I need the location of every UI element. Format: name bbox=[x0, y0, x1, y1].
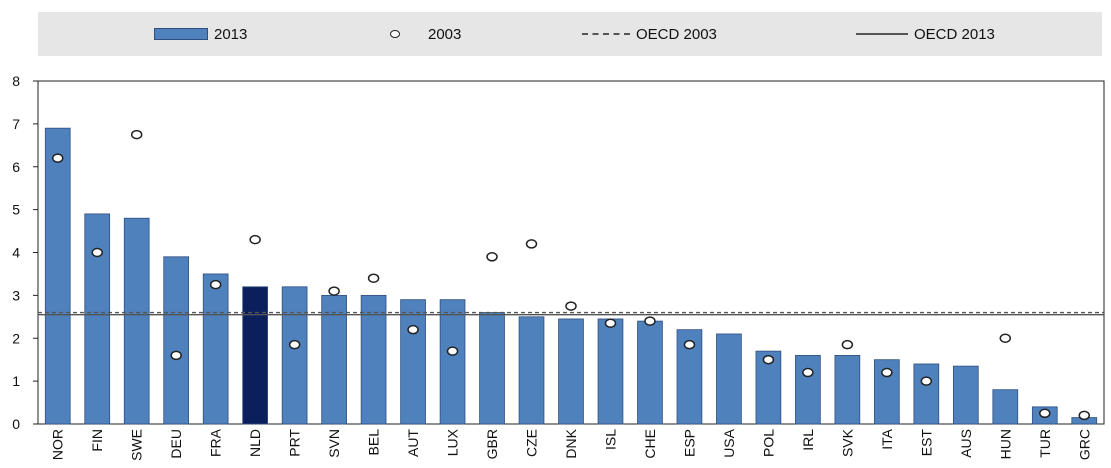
bar-nor bbox=[44, 127, 71, 425]
bar-svn bbox=[321, 294, 347, 425]
marker-2003-pol bbox=[762, 354, 775, 365]
x-tick-label: SVN bbox=[326, 429, 342, 458]
bar-est bbox=[913, 363, 940, 425]
bar-prt bbox=[281, 286, 308, 425]
legend-item-oecd-2013: OECD 2013 bbox=[856, 12, 995, 56]
marker-2003-svk bbox=[841, 339, 854, 350]
marker-2003-swe bbox=[130, 129, 143, 140]
legend-circle-swatch bbox=[390, 30, 400, 38]
x-tick-label: PRT bbox=[287, 429, 303, 457]
y-tick-label: 2 bbox=[12, 330, 20, 346]
marker-2003-grc bbox=[1078, 410, 1091, 421]
marker-2003-deu bbox=[170, 350, 182, 361]
bar-nld bbox=[242, 286, 268, 425]
bar-cze bbox=[518, 316, 545, 425]
chart-legend: 2013 2003 OECD 2003 OECD 2013 bbox=[38, 12, 1102, 56]
y-tick-label: 6 bbox=[12, 159, 20, 175]
marker-2003-irl bbox=[802, 367, 814, 378]
x-tick-label: DNK bbox=[563, 428, 579, 458]
marker-2003-cze bbox=[525, 239, 538, 249]
marker-2003-prt bbox=[288, 339, 301, 350]
bar-isl bbox=[597, 318, 624, 425]
y-tick-label: 5 bbox=[12, 202, 20, 218]
x-tick-label: ESP bbox=[681, 429, 697, 457]
y-tick-label: 0 bbox=[12, 416, 20, 432]
bar-fra bbox=[202, 273, 229, 425]
bar-irl bbox=[795, 354, 821, 425]
marker-2003-che bbox=[644, 316, 656, 326]
x-tick-label: USA bbox=[721, 428, 737, 457]
marker-2003-lux bbox=[446, 346, 459, 356]
bar-gbr bbox=[479, 312, 505, 425]
x-tick-label: AUT bbox=[405, 429, 421, 457]
x-tick-label: AUS bbox=[958, 429, 974, 458]
legend-item-2013: 2013 bbox=[154, 12, 247, 56]
legend-solid-swatch bbox=[856, 33, 908, 35]
bar-deu bbox=[163, 256, 190, 425]
legend-item-oecd-2003: OECD 2003 bbox=[582, 12, 717, 56]
x-tick-label: SVK bbox=[839, 428, 855, 457]
bar-aus bbox=[952, 365, 979, 425]
y-tick-label: 4 bbox=[12, 245, 20, 261]
x-tick-label: DEU bbox=[168, 429, 184, 459]
marker-2003-est bbox=[920, 376, 933, 386]
bar-hun bbox=[992, 389, 1019, 425]
marker-2003-nld bbox=[249, 234, 261, 245]
marker-2003-fin bbox=[91, 247, 103, 258]
x-tick-label: BEL bbox=[366, 429, 382, 456]
x-tick-label: HUN bbox=[997, 429, 1013, 459]
marker-2003-esp bbox=[683, 339, 696, 350]
bar-aut bbox=[400, 299, 426, 425]
marker-2003-tur bbox=[1039, 408, 1051, 419]
marker-2003-aut bbox=[407, 324, 419, 335]
marker-2003-gbr bbox=[486, 252, 498, 262]
x-tick-label: SWE bbox=[129, 429, 145, 461]
bar-che bbox=[637, 320, 663, 425]
marker-2003-isl bbox=[604, 318, 617, 328]
x-tick-label: NOR bbox=[50, 429, 66, 460]
y-tick-label: 7 bbox=[12, 116, 20, 132]
legend-bar-swatch bbox=[154, 28, 208, 40]
legend-label-oecd-2003: OECD 2003 bbox=[636, 25, 717, 43]
marker-2003-fra bbox=[209, 279, 222, 290]
marker-2003-ita bbox=[881, 367, 893, 378]
x-tick-label: CZE bbox=[524, 429, 540, 457]
x-tick-label: GRC bbox=[1076, 429, 1092, 460]
x-tick-label: EST bbox=[918, 429, 934, 457]
y-tick-label: 3 bbox=[12, 287, 20, 303]
marker-2003-svn bbox=[328, 286, 340, 296]
x-tick-label: GBR bbox=[484, 429, 500, 459]
x-tick-label: ITA bbox=[879, 428, 895, 449]
y-tick-label: 1 bbox=[12, 373, 20, 389]
x-tick-label: ISL bbox=[602, 429, 618, 450]
x-tick-label: TUR bbox=[1037, 429, 1053, 458]
legend-item-2003: 2003 bbox=[390, 12, 461, 56]
y-tick-label: 8 bbox=[12, 73, 20, 89]
bar-lux bbox=[439, 299, 466, 425]
x-tick-label: FRA bbox=[208, 428, 224, 457]
bar-swe bbox=[123, 217, 150, 425]
x-tick-label: NLD bbox=[247, 429, 263, 457]
marker-2003-nor bbox=[51, 153, 64, 163]
legend-label-2003: 2003 bbox=[428, 25, 462, 43]
marker-2003-hun bbox=[999, 333, 1012, 343]
marker-2003-dnk bbox=[565, 301, 577, 311]
x-tick-label: FIN bbox=[89, 429, 105, 452]
legend-label-2013: 2013 bbox=[214, 25, 248, 43]
bar-fin bbox=[84, 213, 111, 425]
bar-svk bbox=[834, 354, 861, 425]
legend-label-oecd-2013: OECD 2013 bbox=[914, 25, 995, 43]
x-tick-label: POL bbox=[760, 429, 776, 457]
marker-2003-bel bbox=[367, 273, 380, 283]
x-tick-label: CHE bbox=[642, 429, 658, 459]
bar-bel bbox=[360, 294, 387, 425]
x-tick-label: LUX bbox=[445, 428, 461, 456]
legend-dashed-swatch bbox=[582, 33, 630, 35]
bar-dnk bbox=[558, 318, 584, 425]
bar-usa bbox=[716, 333, 742, 425]
x-tick-label: IRL bbox=[800, 429, 816, 451]
